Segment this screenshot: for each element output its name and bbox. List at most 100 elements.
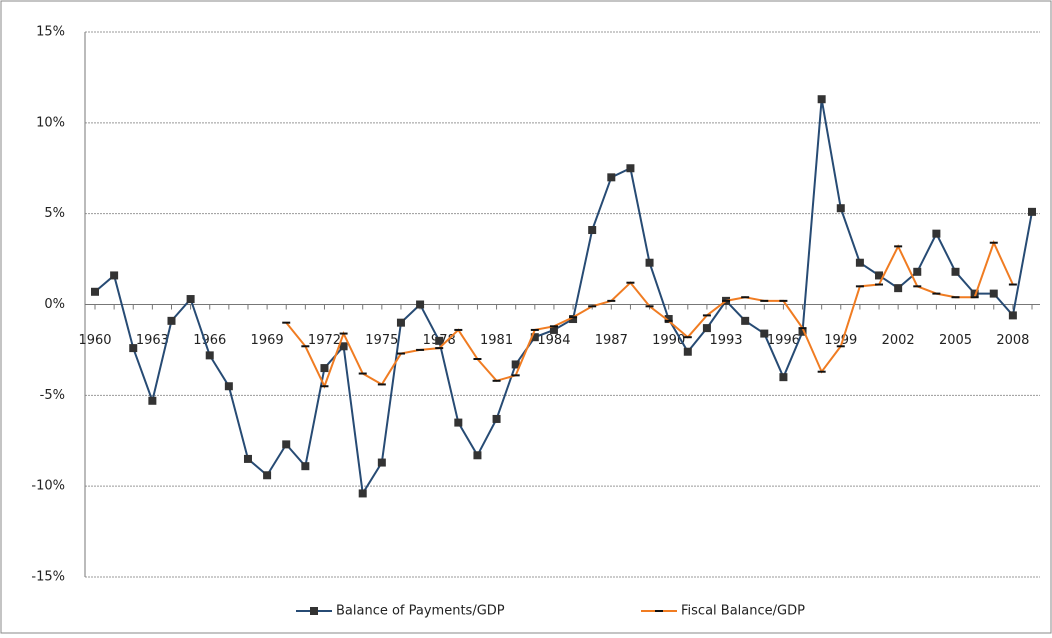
x-tick-label: 1969 [251,333,284,348]
point [148,396,157,405]
point [683,336,692,339]
point [396,318,405,327]
point [836,204,845,213]
point [989,241,998,244]
point [320,364,329,373]
y-tick-label: 10% [36,115,65,130]
point [301,345,310,348]
point [492,414,501,423]
x-tick-label: 1996 [767,333,800,348]
point [473,358,482,360]
point [511,360,520,369]
y-tick-label: -15% [31,570,65,585]
point [473,451,482,460]
point [817,370,826,373]
x-tick-label: 2005 [939,333,972,348]
x-tick-label: 1990 [652,333,685,348]
point [760,299,769,302]
point [894,245,903,248]
point [1028,207,1036,216]
point [741,316,750,325]
point [454,328,463,331]
point [875,271,884,280]
point [282,440,291,449]
point [951,267,960,276]
point [989,289,998,298]
y-tick-label: 5% [44,206,65,221]
point [530,328,539,331]
point [722,299,731,302]
x-tick-label: 1981 [480,333,513,348]
point [377,383,386,386]
point [243,454,252,463]
legend-marker [655,610,663,612]
legend-marker [310,607,318,615]
point [875,283,884,286]
x-tick-label: 1987 [595,333,628,348]
x-tick-label: 1999 [824,333,857,348]
point [932,229,941,238]
point [530,333,539,342]
point [798,327,807,336]
point [855,285,864,288]
point [549,325,558,328]
point [339,332,348,335]
point [779,373,788,382]
point [664,315,673,324]
point [301,462,310,471]
point [91,287,99,296]
point [358,372,367,375]
point [129,344,138,353]
point [263,471,272,480]
point [435,347,444,350]
x-tick-label: 1960 [78,333,111,348]
point [435,336,444,345]
point [836,345,845,348]
point [932,292,941,295]
x-tick-label: 1975 [365,333,398,348]
point [1008,311,1017,320]
point [339,342,348,351]
legend-label: Balance of Payments/GDP [336,604,505,619]
point [683,347,692,356]
point [320,385,329,388]
x-tick-label: 2008 [996,333,1029,348]
point [913,285,922,288]
point [855,258,864,267]
point [282,321,291,324]
x-tick-label: 1984 [537,333,570,348]
point [454,418,463,427]
x-tick-label: 1963 [136,333,169,348]
point [205,351,214,360]
point [569,315,578,324]
point [702,324,711,333]
point [626,281,635,284]
point [645,305,654,308]
point [416,300,425,309]
y-tick-label: -5% [40,388,65,403]
point [588,226,597,235]
point [416,348,425,351]
point [626,164,635,173]
point [167,316,176,325]
x-tick-label: 1993 [709,333,742,348]
point [569,316,578,319]
x-tick-label: 1972 [308,333,341,348]
point [358,489,367,498]
point [779,299,788,302]
point [702,314,711,317]
point [970,296,979,299]
legend-label: Fiscal Balance/GDP [681,604,805,619]
point [970,289,979,298]
point [377,458,386,467]
point [894,284,903,293]
point [760,329,769,338]
point [913,267,922,276]
point [1008,283,1017,286]
point [951,296,960,299]
point [741,296,750,299]
point [511,374,520,377]
point [224,382,233,391]
